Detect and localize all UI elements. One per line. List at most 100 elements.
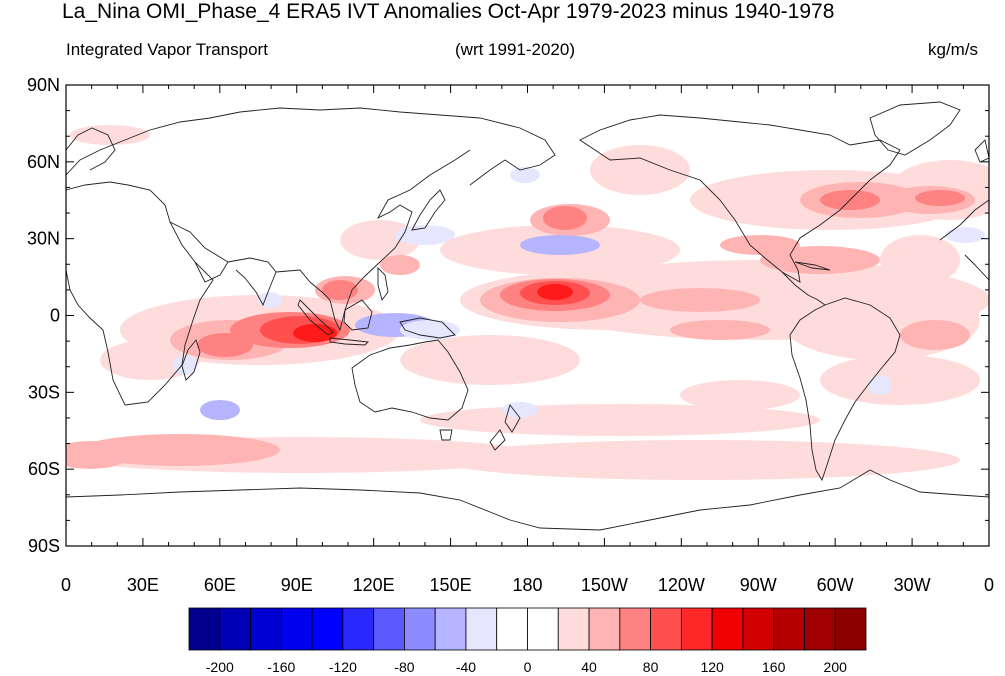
colorbar-label: -80 <box>394 659 414 675</box>
colorbar-label: 200 <box>824 659 848 675</box>
lon-label: 0 <box>61 575 71 595</box>
anomaly-blob <box>200 400 240 420</box>
lat-labels: 90N 60N 30N 0 30S 60S 90S <box>27 75 60 556</box>
anomaly-blob <box>510 167 540 183</box>
colorbar-swatch <box>742 607 775 651</box>
colorbar-label: 40 <box>581 659 597 675</box>
anomaly-blob <box>880 235 960 285</box>
coast-madagascar <box>181 339 201 381</box>
lon-label: 120E <box>353 575 395 595</box>
lon-label: 0 <box>984 575 994 595</box>
colorbar-label: -120 <box>329 659 357 675</box>
lon-labels: 0 30E 60E 90E 120E 150E 180 150W 120W 90W 60W 30W 0 <box>61 575 994 595</box>
colorbar-swatch <box>280 607 313 651</box>
axis-ticks <box>65 84 990 547</box>
coast-africa <box>66 181 214 406</box>
coast-australia <box>351 339 469 421</box>
coast-south-america <box>789 297 901 482</box>
coast-india <box>227 257 277 307</box>
lon-label: 60E <box>204 575 236 595</box>
colorbar-swatch <box>311 607 344 651</box>
anomaly-blob <box>760 246 880 274</box>
anomaly-blob <box>640 288 760 312</box>
coast-europe-west <box>939 199 989 241</box>
anomaly-blob <box>400 320 460 340</box>
coast-tasmania <box>439 429 453 441</box>
anomaly-blob <box>66 441 130 469</box>
colorbar <box>188 607 867 651</box>
lat-label: 90S <box>28 536 60 556</box>
coastlines <box>66 101 989 531</box>
lat-label: 90N <box>27 75 60 95</box>
coast-north-america <box>579 114 901 283</box>
colorbar-label: 120 <box>700 659 724 675</box>
lon-label: 90E <box>281 575 313 595</box>
colorbar-swatch <box>342 607 375 651</box>
anomaly-blob <box>945 227 985 243</box>
lat-label: 30S <box>28 382 60 402</box>
anomaly-blob <box>400 335 580 385</box>
lon-label: 90W <box>740 575 777 595</box>
coast-greenland <box>869 101 961 156</box>
anomaly-blob <box>173 355 197 375</box>
coast-central-america <box>781 271 826 306</box>
lat-label: 60S <box>28 459 60 479</box>
lat-label: 0 <box>50 306 60 326</box>
colorbar-swatch <box>650 607 682 651</box>
colorbar-label: 160 <box>762 659 786 675</box>
anomaly-blob <box>520 235 600 255</box>
subtitle-units: kg/m/s <box>928 40 979 59</box>
colorbar-swatch <box>434 607 467 651</box>
coast-uk <box>974 139 989 163</box>
lon-label: 120W <box>658 575 705 595</box>
lon-label: 150W <box>581 575 628 595</box>
anomaly-blob <box>820 355 980 405</box>
anomaly-blob <box>258 292 282 308</box>
colorbar-label: 80 <box>643 659 659 675</box>
lon-label: 180 <box>512 575 542 595</box>
coast-arabia <box>169 221 229 283</box>
coast-borneo <box>343 299 373 331</box>
colorbar-swatch <box>619 607 651 651</box>
colorbar-swatch <box>527 607 559 651</box>
colorbar-swatch <box>773 607 805 651</box>
anomaly-blob <box>70 125 150 145</box>
map-title: La_Nina OMI_Phase_4 ERA5 IVT Anomalies O… <box>62 0 835 23</box>
anomaly-blob <box>543 206 587 230</box>
lat-label: 60N <box>27 152 60 172</box>
lon-label: 150E <box>430 575 472 595</box>
anomaly-blob <box>915 190 965 206</box>
coast-eurasia-north <box>66 107 556 186</box>
colorbar-labels: -200 -160 -120 -80 -40 0 40 80 120 160 200 <box>206 659 847 675</box>
colorbar-swatch <box>680 607 713 651</box>
anomaly-blob <box>293 324 337 342</box>
colorbar-swatch <box>711 607 744 651</box>
coast-sumatra <box>297 299 334 336</box>
colorbar-swatch <box>557 607 590 651</box>
anomaly-blob <box>590 145 690 195</box>
coast-new-zealand <box>489 404 521 451</box>
colorbar-swatch <box>496 607 528 651</box>
colorbar-swatch <box>373 607 405 651</box>
anomaly-blob <box>197 333 253 357</box>
coast-caribbean <box>794 261 831 271</box>
coast-new-guinea <box>399 317 456 339</box>
anomaly-blob <box>900 320 970 350</box>
colorbar-label: 0 <box>524 659 532 675</box>
anomaly-blob <box>380 255 420 275</box>
colorbar-label: -40 <box>456 659 476 675</box>
coast-java <box>329 337 369 346</box>
lat-label: 30N <box>27 229 60 249</box>
lon-label: 30W <box>894 575 931 595</box>
colorbar-swatch <box>188 607 221 651</box>
colorbar-swatch <box>834 607 867 651</box>
colorbar-label: -200 <box>206 659 234 675</box>
coast-scandinavia <box>66 127 116 171</box>
coast-philippines <box>377 266 389 302</box>
anomaly-blob <box>720 235 800 255</box>
anomaly-blob <box>80 434 280 466</box>
colorbar-swatch <box>588 607 621 651</box>
anomaly-blob <box>502 402 538 418</box>
anomaly-blob <box>322 280 358 300</box>
